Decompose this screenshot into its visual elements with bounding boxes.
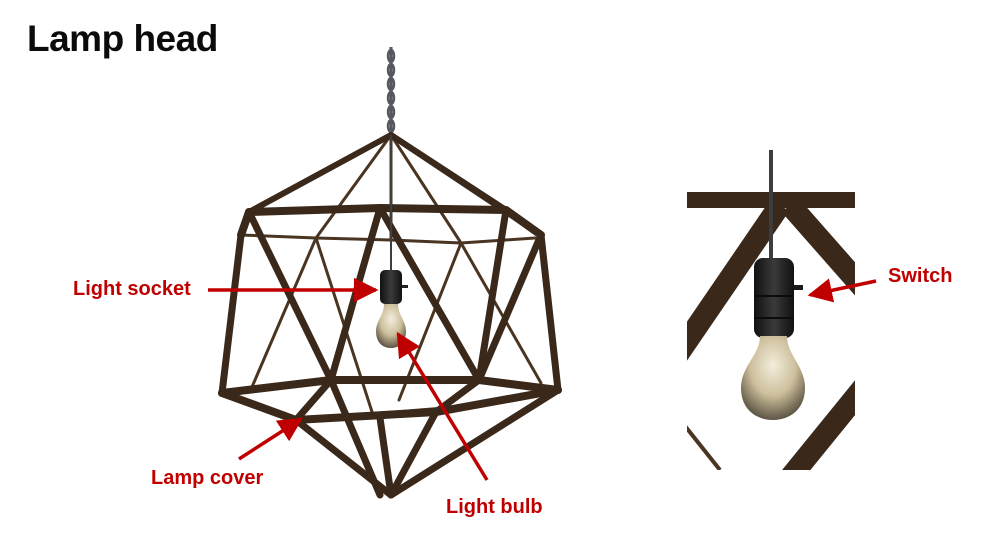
cover-arrow xyxy=(238,417,304,461)
label-switch: Switch xyxy=(888,265,953,287)
bulb-arrow xyxy=(396,331,489,481)
label-lamp-cover: Lamp cover xyxy=(151,467,264,489)
label-light-bulb: Light bulb xyxy=(446,496,543,518)
annotation-arrows xyxy=(208,277,489,481)
page-title: Lamp head xyxy=(27,18,218,59)
light-socket xyxy=(380,270,408,304)
label-light-socket: Light socket xyxy=(73,278,191,300)
switch-arrow xyxy=(807,278,877,303)
zoom-detail xyxy=(687,150,855,470)
chain xyxy=(386,47,396,135)
